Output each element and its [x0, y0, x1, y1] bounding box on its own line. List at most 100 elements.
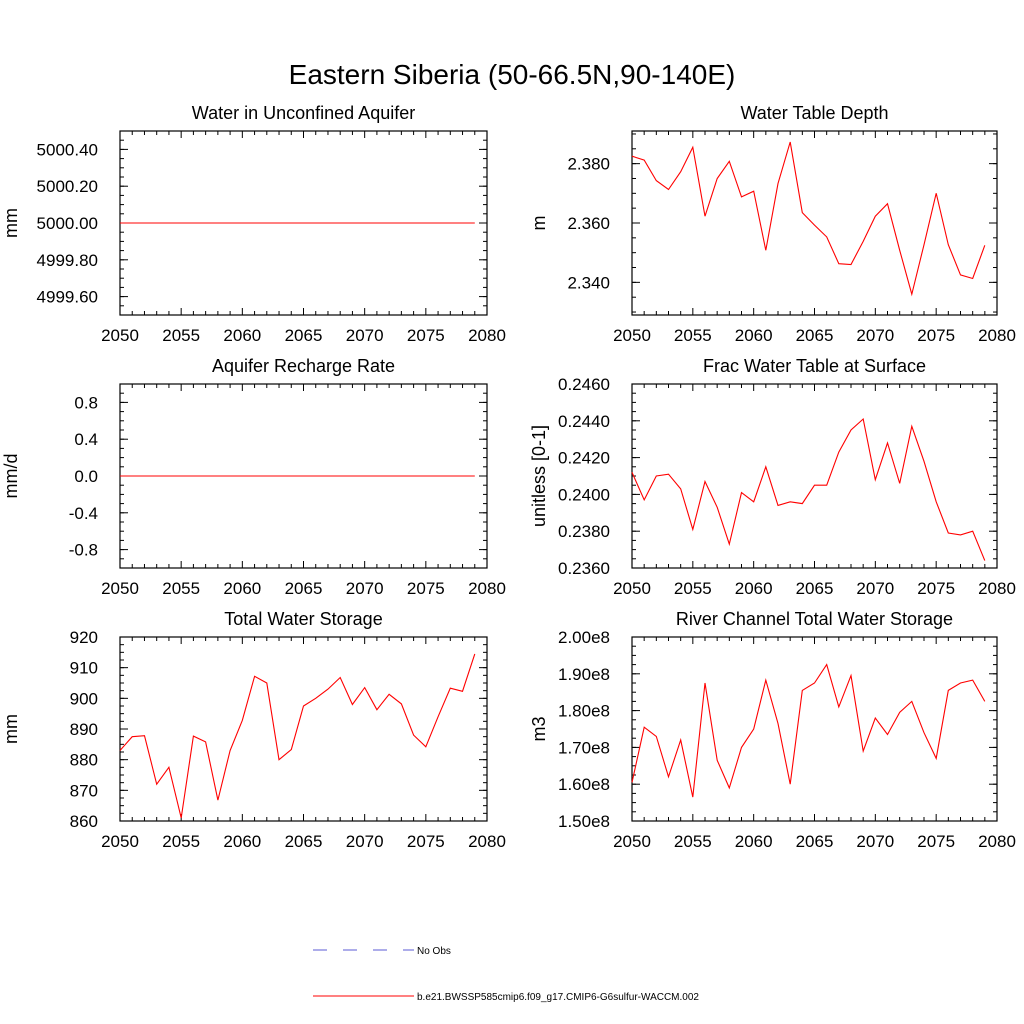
y-axis-label: unitless [0-1] — [529, 425, 549, 527]
x-tick-label: 2065 — [796, 326, 834, 345]
x-tick-label: 2050 — [613, 326, 651, 345]
y-tick-label: 0.2460 — [558, 375, 610, 394]
x-tick-label: 2070 — [856, 832, 894, 851]
x-tick-label: 2080 — [978, 326, 1016, 345]
legend-label-model: b.e21.BWSSP585cmip6.f09_g17.CMIP6-G6sulf… — [417, 992, 699, 1003]
x-tick-label: 2050 — [613, 579, 651, 598]
y-tick-label: 2.360 — [567, 214, 610, 233]
y-tick-label: 1.60e8 — [558, 775, 610, 794]
panel-recharge-rate: Aquifer Recharge Rate 2050 2055 2060 2065 207… — [1, 356, 506, 598]
x-tick-label: 2070 — [346, 832, 384, 851]
x-tick-label: 2080 — [978, 579, 1016, 598]
x-tick-label: 2075 — [407, 832, 445, 851]
legend: No Obs b.e21.BWSSP585cmip6.f09_g17.CMIP6… — [313, 946, 699, 1003]
series-line — [631, 417, 986, 561]
x-tick-label: 2080 — [468, 579, 506, 598]
y-tick-label: -0.8 — [69, 541, 98, 560]
x-tick-label: 2075 — [917, 579, 955, 598]
x-tick-label: 2050 — [101, 326, 139, 345]
x-tick-label: 2080 — [468, 832, 506, 851]
x-tick-label: 2050 — [101, 579, 139, 598]
series-line — [119, 653, 476, 819]
panels: Water in Unconfined Aquifer 2050 2055 2060 2… — [1, 103, 1016, 851]
y-tick-label: 910 — [70, 659, 98, 678]
x-tick-label: 2075 — [917, 326, 955, 345]
panel-water-table-depth: Water Table Depth 2050 2055 2060 2065 2070 207… — [529, 103, 1016, 345]
x-tick-label: 2065 — [796, 832, 834, 851]
panel-total-water-storage: Total Water Storage 2050 2055 2060 2065 2070 2… — [1, 609, 506, 851]
panel-title: River Channel Total Water Storage — [676, 609, 953, 629]
y-tick-label: 0.8 — [74, 393, 98, 412]
x-tick-label: 2070 — [856, 326, 894, 345]
y-tick-label: 870 — [70, 781, 98, 800]
x-tick-label: 2055 — [674, 832, 712, 851]
y-tick-label: 5000.00 — [37, 214, 98, 233]
x-tick-label: 2050 — [613, 832, 651, 851]
panel-title: Water Table Depth — [740, 103, 888, 123]
y-tick-label: 0.2380 — [558, 522, 610, 541]
y-axis-label: mm — [1, 208, 21, 238]
y-tick-label: 1.80e8 — [558, 702, 610, 721]
x-tick-label: 2065 — [285, 579, 323, 598]
y-tick-label: 0.2360 — [558, 559, 610, 578]
y-tick-label: 890 — [70, 720, 98, 739]
x-tick-label: 2065 — [285, 832, 323, 851]
x-tick-label: 2075 — [407, 579, 445, 598]
panel-title: Water in Unconfined Aquifer — [192, 103, 415, 123]
x-tick-label: 2060 — [223, 579, 261, 598]
y-tick-label: 5000.20 — [37, 177, 98, 196]
y-tick-label: 2.340 — [567, 273, 610, 292]
panel-river-storage: River Channel Total Water Storage 2050 205… — [529, 609, 1016, 851]
y-tick-label: 2.380 — [567, 155, 610, 174]
y-axis-label: m — [529, 216, 549, 231]
y-tick-label: 900 — [70, 689, 98, 708]
panel-title: Aquifer Recharge Rate — [212, 356, 395, 376]
y-axis-label: mm/d — [1, 454, 21, 499]
y-axis-label: mm — [1, 714, 21, 744]
x-tick-label: 2070 — [346, 579, 384, 598]
y-tick-label: 4999.80 — [37, 251, 98, 270]
y-tick-label: 860 — [70, 812, 98, 831]
series-line — [631, 141, 986, 297]
plot-frame — [631, 383, 998, 569]
y-tick-label: 5000.40 — [37, 140, 98, 159]
panel-title: Total Water Storage — [224, 609, 382, 629]
y-tick-label: 1.70e8 — [558, 738, 610, 757]
x-tick-label: 2060 — [735, 579, 773, 598]
y-tick-label: 0.2440 — [558, 412, 610, 431]
x-tick-label: 2065 — [285, 326, 323, 345]
x-tick-label: 2055 — [162, 832, 200, 851]
x-tick-label: 2065 — [796, 579, 834, 598]
y-tick-label: 1.50e8 — [558, 812, 610, 831]
y-tick-label: -0.4 — [69, 504, 98, 523]
x-tick-label: 2080 — [978, 832, 1016, 851]
x-tick-label: 2075 — [917, 832, 955, 851]
figure-title: Eastern Siberia (50-66.5N,90-140E) — [289, 59, 736, 90]
y-tick-label: 4999.60 — [37, 288, 98, 307]
y-tick-label: 880 — [70, 751, 98, 770]
legend-label-no-obs: No Obs — [417, 946, 451, 957]
panel-title: Frac Water Table at Surface — [703, 356, 926, 376]
x-tick-label: 2075 — [407, 326, 445, 345]
x-tick-label: 2055 — [162, 326, 200, 345]
series-line — [631, 663, 986, 798]
x-tick-label: 2060 — [735, 326, 773, 345]
y-tick-label: 0.2420 — [558, 449, 610, 468]
panel-frac-water-table: Frac Water Table at Surface 2050 2055 2060 2… — [529, 356, 1016, 598]
x-tick-label: 2055 — [674, 579, 712, 598]
x-tick-label: 2050 — [101, 832, 139, 851]
x-tick-label: 2060 — [223, 326, 261, 345]
y-tick-label: 920 — [70, 628, 98, 647]
y-tick-label: 0.4 — [74, 430, 98, 449]
x-tick-label: 2070 — [346, 326, 384, 345]
y-tick-label: 1.90e8 — [558, 665, 610, 684]
x-tick-label: 2055 — [162, 579, 200, 598]
x-tick-label: 2055 — [674, 326, 712, 345]
plot-frame — [631, 636, 998, 822]
x-tick-label: 2080 — [468, 326, 506, 345]
x-tick-label: 2060 — [223, 832, 261, 851]
y-tick-label: 2.00e8 — [558, 628, 610, 647]
panel-aquifer-water: Water in Unconfined Aquifer 2050 2055 2060 2… — [1, 103, 506, 345]
x-tick-label: 2060 — [735, 832, 773, 851]
